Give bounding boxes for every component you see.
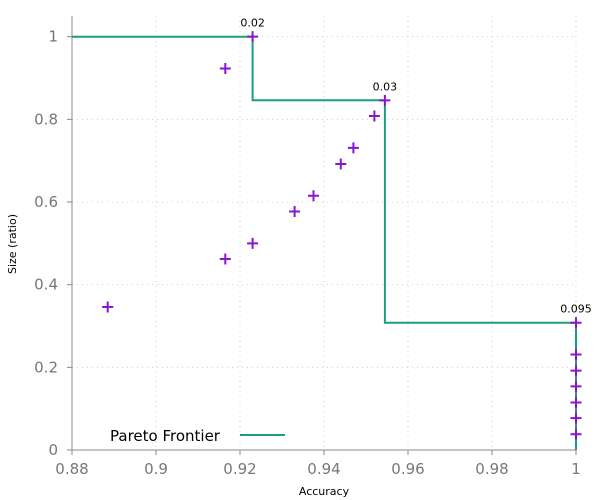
scatter-point-marker	[347, 142, 359, 154]
x-tick-label: 0.98	[475, 460, 508, 478]
scatter-point-marker	[570, 349, 582, 361]
scatter-point	[347, 142, 359, 154]
scatter-point-marker	[570, 380, 582, 392]
scatter-point	[570, 349, 582, 361]
x-tick-label: 1	[571, 460, 581, 478]
axes	[67, 16, 577, 455]
scatter-point-marker	[368, 110, 380, 122]
scatter-point	[368, 110, 380, 122]
scatter-point	[247, 31, 259, 43]
scatter-point-marker	[570, 412, 582, 424]
scatter-point	[570, 412, 582, 424]
x-axis-label: Accuracy	[299, 485, 350, 498]
y-tick-labels: 0 0.2 0.4 0.6 0.8 1	[34, 28, 58, 459]
x-tick-label: 0.88	[55, 460, 88, 478]
scatter-point-marker	[570, 396, 582, 408]
x-tick-label: 0.9	[144, 460, 168, 478]
y-tick-label: 0.4	[34, 276, 58, 294]
annotations: 0.02 0.03 0.095	[240, 17, 591, 316]
scatter-points	[102, 31, 582, 440]
scatter-point	[570, 428, 582, 440]
y-tick-label: 1	[48, 28, 58, 46]
y-axis-label: Size (ratio)	[6, 214, 19, 274]
frontier-annotation: 0.03	[373, 80, 398, 93]
scatter-point	[247, 237, 259, 249]
scatter-point-marker	[289, 206, 301, 218]
y-tick-label: 0.8	[34, 110, 58, 128]
x-tick-label: 0.96	[391, 460, 424, 478]
scatter-point	[219, 253, 231, 265]
scatter-point	[308, 190, 319, 202]
scatter-point-marker	[570, 365, 582, 377]
scatter-point	[335, 158, 347, 170]
scatter-point-marker	[247, 31, 259, 43]
scatter-point-marker	[570, 428, 582, 440]
x-tick-label: 0.94	[307, 460, 340, 478]
legend-label: Pareto Frontier	[110, 427, 221, 445]
scatter-point-marker	[219, 62, 231, 74]
y-tick-label: 0.2	[34, 358, 58, 376]
x-tick-labels: 0.88 0.9 0.92 0.94 0.96 0.98 1	[55, 460, 580, 478]
scatter-point-marker	[379, 94, 391, 106]
scatter-point-marker	[570, 317, 582, 329]
pareto-frontier-line	[72, 35, 577, 450]
scatter-point	[570, 317, 582, 329]
scatter-point-marker	[102, 301, 114, 313]
scatter-point-marker	[308, 190, 319, 202]
frontier-annotation: 0.02	[240, 17, 265, 30]
scatter-point	[570, 396, 582, 408]
y-tick-label: 0.6	[34, 193, 58, 211]
y-tick-label: 0	[48, 441, 58, 459]
x-tick-label: 0.92	[223, 460, 256, 478]
grid	[71, 16, 577, 451]
legend: Pareto Frontier	[110, 427, 285, 445]
scatter-point-marker	[219, 253, 231, 265]
series	[72, 35, 577, 450]
scatter-point	[570, 380, 582, 392]
scatter-point-marker	[335, 158, 347, 170]
scatter-point	[570, 365, 582, 377]
scatter-point	[102, 301, 114, 313]
scatter-point	[289, 206, 301, 218]
scatter-point	[219, 62, 231, 74]
scatter-point	[379, 94, 391, 106]
scatter-point-marker	[247, 237, 259, 249]
frontier-annotation: 0.095	[560, 303, 592, 316]
